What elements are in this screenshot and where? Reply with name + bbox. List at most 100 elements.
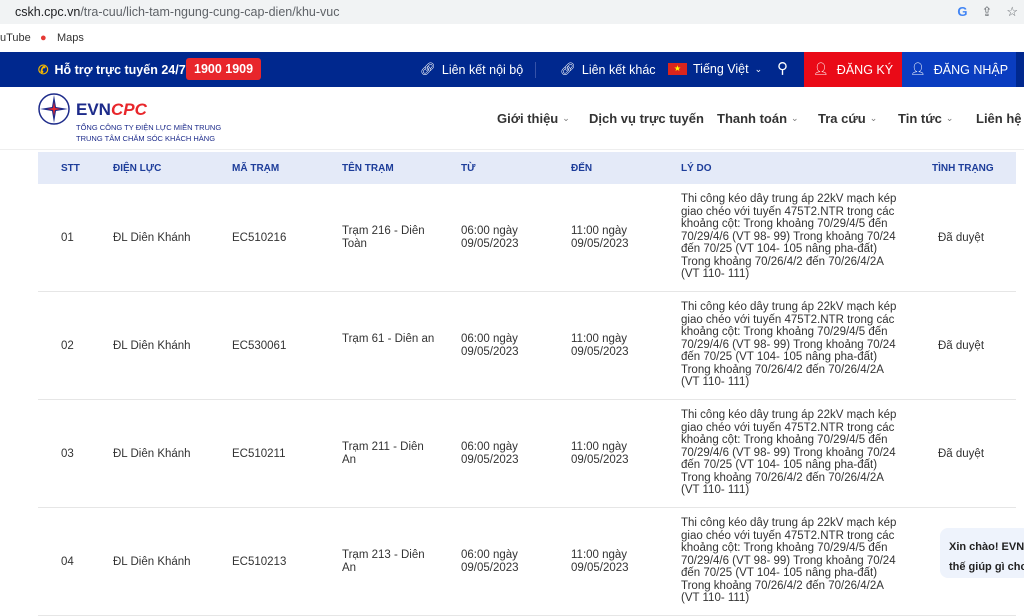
- header-tinh-trang: TÌNH TRẠNG: [932, 163, 994, 174]
- google-icon[interactable]: G: [957, 4, 968, 19]
- chevron-down-icon: ⌄: [869, 113, 878, 123]
- cell-ma-tram: EC510213: [232, 556, 287, 568]
- url-host: cskh.cpc.vn: [15, 5, 81, 19]
- divider: [535, 62, 536, 78]
- cell-dien-luc: ĐL Diên Khánh: [113, 232, 191, 244]
- internal-link-label: Liên kết nội bộ: [441, 62, 524, 77]
- cell-dien-luc: ĐL Diên Khánh: [113, 448, 191, 460]
- chat-bubble[interactable]: Xin chào! EVNC thế giúp gì cho: [940, 528, 1024, 578]
- url-text[interactable]: cskh.cpc.vn/tra-cuu/lich-tam-ngung-cung-…: [15, 5, 339, 19]
- register-button[interactable]: 👤︎ ĐĂNG KÝ: [804, 52, 902, 87]
- url-path: /tra-cuu/lich-tam-ngung-cung-cap-dien/kh…: [80, 5, 340, 19]
- address-bar[interactable]: cskh.cpc.vn/tra-cuu/lich-tam-ngung-cung-…: [0, 0, 1024, 24]
- cell-tu: 06:00 ngày 09/05/2023: [461, 549, 519, 574]
- login-button[interactable]: 👤︎ ĐĂNG NHẬP: [902, 52, 1016, 87]
- chevron-down-icon: ⌄: [945, 113, 954, 123]
- cell-tu: 06:00 ngày 09/05/2023: [461, 333, 519, 358]
- cell-den: 11:00 ngày 09/05/2023: [571, 225, 629, 250]
- cell-ma-tram: EC510211: [232, 448, 286, 460]
- table-row: 03 ĐL Diên Khánh EC510211 Trạm 211 - Diên A…: [38, 400, 1016, 508]
- nav-thanh-toan[interactable]: Thanh toán ⌄: [717, 111, 799, 126]
- phone-icon: ✆: [38, 63, 49, 77]
- cell-ly-do: Thi công kéo dây trung áp 22kV mạch kép …: [681, 517, 897, 604]
- user-icon: 👤︎: [812, 62, 829, 76]
- cell-dien-luc: ĐL Diên Khánh: [113, 340, 191, 352]
- header-den: ĐẾN: [571, 163, 593, 174]
- vietnam-flag-icon: ★: [668, 63, 687, 75]
- link-icon: 🔗︎: [420, 62, 436, 76]
- outage-table: STT ĐIỆN LỰC MÃ TRẠM TÊN TRẠM TỪ ĐẾN LÝ …: [38, 152, 1016, 616]
- cell-den: 11:00 ngày 09/05/2023: [571, 333, 629, 358]
- cell-tu: 06:00 ngày 09/05/2023: [461, 225, 519, 250]
- cell-tinh-trang: Đã duyệt: [938, 448, 985, 460]
- cell-ten-tram: Trạm 211 - Diên An: [342, 441, 424, 466]
- cell-ma-tram: EC530061: [232, 340, 287, 352]
- cell-dien-luc: ĐL Diên Khánh: [113, 556, 191, 568]
- logo-brand[interactable]: EVNCPC: [76, 100, 147, 120]
- nav-label: Tin tức: [898, 111, 942, 126]
- nav-label: Tra cứu: [818, 111, 866, 126]
- cell-tinh-trang: Đã duyệt: [938, 232, 985, 244]
- nav-gioi-thieu[interactable]: Giới thiệu ⌄: [497, 111, 570, 126]
- nav-tin-tuc[interactable]: Tin tức ⌄: [898, 111, 953, 126]
- cell-stt: 04: [61, 556, 74, 568]
- hotline-badge[interactable]: 1900 1909: [186, 58, 262, 80]
- nav-lien-he[interactable]: Liên hệ: [976, 111, 1022, 126]
- user-icon: 👤︎: [909, 62, 926, 76]
- cell-tinh-trang: Đã duyệt: [938, 340, 985, 352]
- other-link-label: Liên kết khác: [581, 62, 656, 77]
- chat-line2: thế giúp gì cho: [949, 561, 1024, 573]
- site-header: EVNCPC TỔNG CÔNG TY ĐIỆN LỰC MIỀN TRUNG T…: [0, 87, 1024, 150]
- cell-den: 11:00 ngày 09/05/2023: [571, 441, 629, 466]
- chevron-down-icon: ⌄: [791, 113, 799, 123]
- cell-ten-tram: Trạm 216 - Diên Toàn: [342, 225, 425, 250]
- nav-label: Liên hệ: [976, 111, 1022, 126]
- top-bar: ✆ Hỗ trợ trực tuyến 24/7: 1900 1909 🔗︎ Liê…: [0, 52, 1024, 87]
- login-label: ĐĂNG NHẬP: [933, 62, 1009, 77]
- cell-ten-tram: Trạm 213 - Diên An: [342, 549, 425, 574]
- header-stt: STT: [61, 163, 80, 174]
- bookmark-youtube[interactable]: uTube: [0, 32, 31, 44]
- cell-ly-do: Thi công kéo dây trung áp 22kV mạch kép …: [681, 301, 897, 388]
- maps-pin-icon: ●: [40, 32, 47, 44]
- brand-evn: EVN: [76, 100, 111, 119]
- nav-tra-cuu[interactable]: Tra cứu ⌄: [818, 111, 877, 126]
- header-dien-luc: ĐIỆN LỰC: [113, 163, 162, 174]
- search-icon[interactable]: ⚲: [777, 60, 788, 77]
- table-row: 04 ĐL Diên Khánh EC510213 Trạm 213 - Diên A…: [38, 508, 1016, 616]
- share-icon[interactable]: ⇪: [981, 4, 993, 19]
- cell-tu: 06:00 ngày 09/05/2023: [461, 441, 519, 466]
- nav-label: Giới thiệu: [497, 111, 559, 126]
- internal-link[interactable]: 🔗︎ Liên kết nội bộ: [420, 62, 523, 77]
- header-ten-tram: TÊN TRẠM: [342, 163, 394, 174]
- cell-ten-tram: Trạm 61 - Diên an: [342, 333, 435, 345]
- nav-dich-vu[interactable]: Dịch vụ trực tuyến: [589, 111, 704, 126]
- support-label: Hỗ trợ trực tuyến 24/7:: [54, 62, 190, 77]
- cell-stt: 01: [61, 232, 74, 244]
- cell-stt: 02: [61, 340, 74, 352]
- cell-ly-do: Thi công kéo dây trung áp 22kV mạch kép …: [681, 193, 897, 280]
- logo-line2: TRUNG TÂM CHĂM SÓC KHÁCH HÀNG: [76, 134, 216, 143]
- cell-den: 11:00 ngày 09/05/2023: [571, 549, 629, 574]
- bookmarks-bar: uTube ● Maps: [0, 24, 1024, 52]
- table-header: STT ĐIỆN LỰC MÃ TRẠM TÊN TRẠM TỪ ĐẾN LÝ …: [38, 152, 1016, 184]
- header-ma-tram: MÃ TRẠM: [232, 163, 280, 174]
- language-select[interactable]: ★ Tiếng Việt ⌄: [668, 62, 762, 76]
- evn-logo-icon[interactable]: [38, 93, 70, 125]
- register-label: ĐĂNG KÝ: [836, 62, 894, 77]
- language-label: Tiếng Việt: [693, 62, 749, 76]
- other-link[interactable]: 🔗︎ Liên kết khác: [560, 62, 656, 77]
- header-tu: TỪ: [461, 163, 476, 174]
- chat-line1: Xin chào! EVNC: [949, 541, 1024, 553]
- logo-line1: TỔNG CÔNG TY ĐIỆN LỰC MIỀN TRUNG: [76, 123, 222, 132]
- nav-label: Dịch vụ trực tuyến: [589, 111, 704, 126]
- bookmark-maps[interactable]: Maps: [57, 32, 84, 44]
- cell-stt: 03: [61, 448, 74, 460]
- cell-ma-tram: EC510216: [232, 232, 287, 244]
- cell-ly-do: Thi công kéo dây trung áp 22kV mạch kép …: [681, 409, 897, 496]
- star-icon[interactable]: ☆: [1006, 4, 1018, 19]
- table-row: 01 ĐL Diên Khánh EC510216 Trạm 216 - Diên T…: [38, 184, 1016, 292]
- chevron-down-icon: ⌄: [754, 63, 763, 74]
- chevron-down-icon: ⌄: [562, 113, 570, 123]
- header-ly-do: LÝ DO: [681, 163, 712, 174]
